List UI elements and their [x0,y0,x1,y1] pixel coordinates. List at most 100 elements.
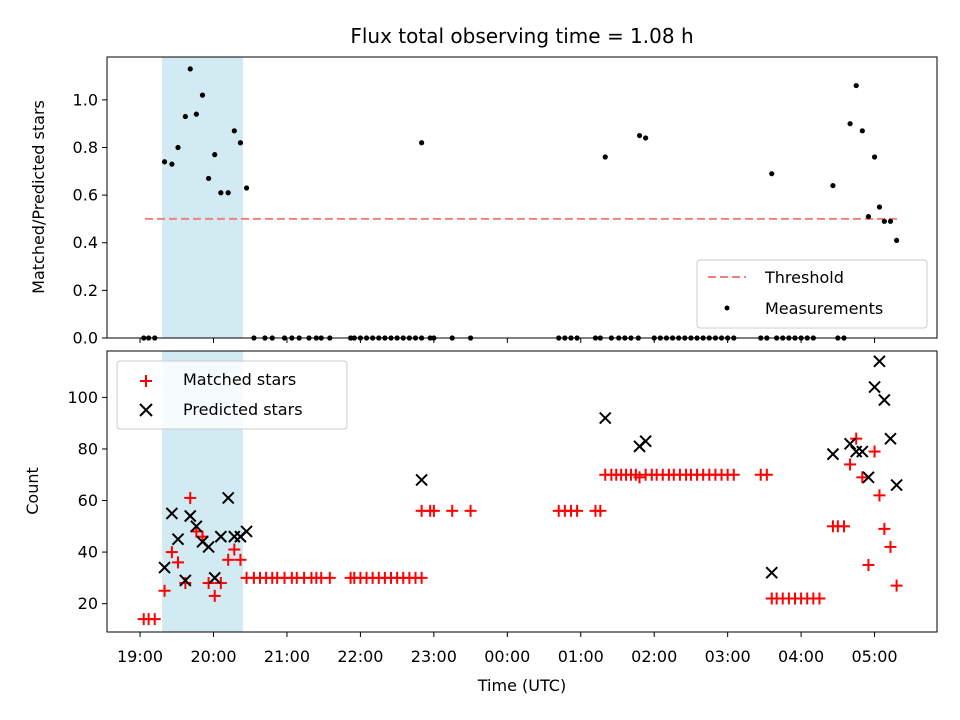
matched-star-marker [844,458,857,471]
measurement-point [169,161,175,167]
x-tick-label: 04:00 [778,647,824,666]
bottom-legend: Matched stars Predicted stars [116,360,348,430]
top-y-tick-label: 1.0 [73,90,98,109]
matched-star-marker [878,522,891,535]
bottom-y-tick-label: 100 [67,388,98,407]
x-tick-label: 01:00 [558,647,604,666]
matched-star-marker [158,584,171,597]
top-y-tick-label: 0.8 [73,138,98,157]
x-tick-label: 20:00 [190,647,236,666]
matched-star-marker [202,577,215,590]
bottom-axes-frame [106,350,938,633]
top-legend-box [696,259,928,329]
threshold-legend-label: Threshold [764,268,844,287]
measurement-point [876,204,883,210]
predicted-star-marker [165,507,179,520]
bottom-x-ticks: 19:00 20:00 21:00 22:00 23:00 00:00 01:00 02:00… [117,632,898,666]
top-y-ticks: 0.0 0.2 0.4 0.6 0.8 1.0 [73,90,107,348]
top-legend: Threshold Measurements [696,259,928,329]
matched-star-marker [813,592,826,605]
predicted-stars-points [158,355,903,587]
predicted-star-marker [856,445,869,458]
predicted-star-marker [208,571,221,585]
matched-star-marker [862,558,875,571]
top-y-axis-label: Matched/Predicted stars [29,100,48,294]
top-y-tick-label: 0.6 [73,186,98,205]
measurement-point [175,144,181,151]
measurement-point [231,128,237,134]
predicted-legend-label: Predicted stars [183,400,303,419]
measurement-point [193,111,199,117]
predicted-star-marker [190,520,203,533]
top-y-tick-label: 0.4 [73,233,98,252]
matched-star-marker [148,613,161,626]
matched-star-marker [446,504,459,517]
observing-window-shade [162,57,243,338]
x-axis-label: Time (UTC) [477,676,566,695]
matched-legend-label: Matched stars [183,370,296,389]
measurement-point [643,135,649,141]
matched-star-marker [208,589,221,602]
bottom-y-tick-label: 80 [78,439,98,458]
measurement-point [225,190,231,196]
measurement-point [237,140,244,146]
count-panel: 20 40 60 80 100 19:00 20:00 21:00 22:00 23:00 00:… [23,350,938,695]
measurement-point [187,66,193,72]
matched-star-marker [222,553,235,566]
predicted-star-marker [843,437,857,451]
matched-star-marker [228,543,241,556]
chart-title: Flux total observing time = 1.08 h [350,24,693,48]
predicted-star-marker [158,561,171,574]
measurement-point [419,140,425,146]
predicted-legend-swatch [139,403,153,417]
measurement-point [199,92,206,98]
x-tick-label: 00:00 [484,647,530,666]
x-tick-label: 03:00 [705,647,751,666]
predicted-star-marker [599,411,612,425]
matched-star-marker [184,491,197,504]
matched-star-marker [172,556,185,569]
measurement-point [881,218,887,224]
predicted-star-marker [214,530,228,543]
predicted-star-marker [415,473,428,487]
matched-star-marker [890,579,903,592]
predicted-star-marker [202,540,215,554]
predicted-star-marker [862,471,875,484]
matched-star-marker [760,468,773,481]
matched-star-marker [179,577,192,590]
bottom-y-tick-label: 40 [78,543,98,562]
top-y-tick-label: 0.0 [73,329,98,348]
measurement-point [853,82,859,89]
predicted-star-marker [826,447,840,461]
matched-star-marker [873,489,886,502]
measurement-point [865,213,872,220]
matched-star-marker [850,432,863,445]
predicted-star-marker [221,491,235,505]
matched-star-marker [323,571,336,584]
predicted-star-marker [873,355,886,368]
matched-star-marker [427,504,440,517]
bottom-y-tick-label: 20 [78,594,98,613]
measurement-point [161,159,168,165]
bottom-y-tick-label: 60 [78,491,98,510]
measurement-point [830,182,836,189]
measurement-point [894,237,900,243]
predicted-star-marker [639,435,652,448]
x-tick-label: 02:00 [631,647,677,666]
predicted-star-marker [179,574,192,587]
bottom-y-ticks: 20 40 60 80 100 [67,388,107,613]
measurement-point [206,175,212,182]
measurement-point [871,154,878,160]
matched-star-marker [464,504,477,517]
top-axes-frame [106,56,938,339]
matched-star-marker [868,445,881,458]
measurement-point [769,171,775,177]
matched-star-marker [594,504,607,517]
predicted-star-marker [878,393,891,407]
top-x-ticks [139,338,876,343]
measurement-point [218,190,224,196]
x-tick-label: 19:00 [117,647,163,666]
measurement-point [636,132,643,139]
predicted-star-marker [868,380,881,394]
matched-star-marker [415,571,428,584]
